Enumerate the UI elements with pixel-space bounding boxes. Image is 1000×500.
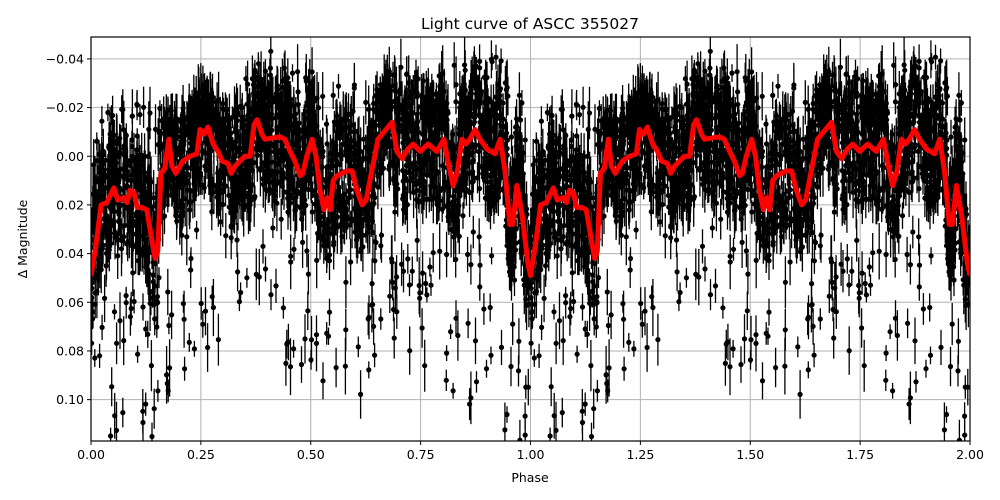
y-tick-label: 0.10: [56, 392, 84, 407]
x-tick-label: 1.00: [517, 447, 545, 462]
x-axis-label: Phase: [511, 470, 549, 485]
y-tick-label: −0.04: [46, 51, 84, 66]
y-tick-label: 0.08: [56, 343, 84, 358]
x-tick-label: 1.50: [736, 447, 764, 462]
x-tick-label: 0.25: [187, 447, 215, 462]
y-tick-label: −0.02: [46, 100, 84, 115]
y-tick-label: 0.00: [56, 149, 84, 164]
chart-title: Light curve of ASCC 355027: [421, 15, 639, 33]
y-axis-ticks: −0.04 −0.02 0.00 0.02 0.04 0.06 0.08 0.10: [46, 51, 91, 407]
y-tick-label: 0.06: [56, 295, 84, 310]
x-tick-label: 0.50: [297, 447, 325, 462]
x-tick-label: 1.75: [846, 447, 874, 462]
model-line: [91, 117, 970, 278]
x-axis-ticks: 0.00 0.25 0.50 0.75 1.00 1.25 1.50 1.75 2.00: [77, 441, 984, 462]
y-axis-label: Δ Magnitude: [15, 199, 30, 278]
model-curve: [91, 117, 970, 278]
x-tick-label: 2.00: [956, 447, 984, 462]
x-tick-label: 1.25: [626, 447, 654, 462]
x-tick-label: 0.00: [77, 447, 105, 462]
y-tick-label: 0.04: [56, 246, 84, 261]
y-tick-label: 0.02: [56, 197, 84, 212]
x-tick-label: 0.75: [407, 447, 435, 462]
